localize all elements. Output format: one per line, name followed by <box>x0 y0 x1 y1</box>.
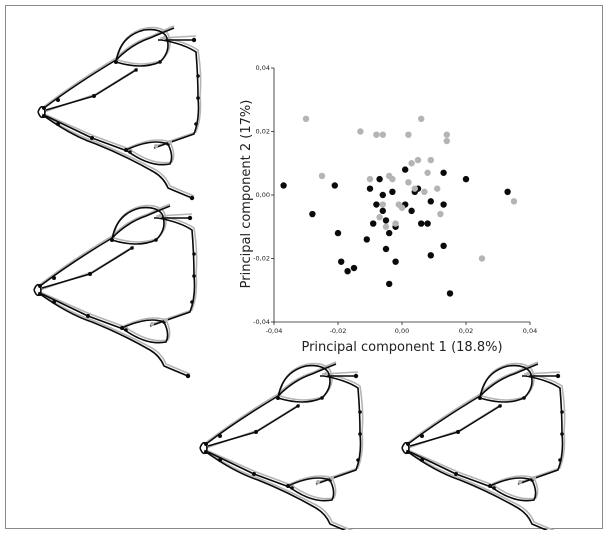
x-tick-label: -0,02 <box>330 327 347 335</box>
data-points <box>280 116 517 297</box>
y-tick-label: -0,02 <box>253 255 270 263</box>
data-point-series-1 <box>392 258 398 264</box>
data-point-series-1 <box>364 236 370 242</box>
data-point-series-2 <box>373 131 379 137</box>
data-point-series-2 <box>428 157 434 163</box>
data-point-series-1 <box>309 211 315 217</box>
data-point-series-2 <box>405 131 411 137</box>
data-point-series-1 <box>386 281 392 287</box>
data-point-series-2 <box>319 173 325 179</box>
data-point-series-1 <box>389 189 395 195</box>
data-point-series-1 <box>408 208 414 214</box>
data-point-series-2 <box>434 185 440 191</box>
data-point-series-1 <box>332 182 338 188</box>
data-point-series-2 <box>357 128 363 134</box>
shape-outline-top-left <box>38 26 201 200</box>
data-point-series-1 <box>463 176 469 182</box>
data-point-series-1 <box>386 230 392 236</box>
data-point-series-2 <box>412 185 418 191</box>
data-point-series-1 <box>440 243 446 249</box>
y-tick-label: 0,02 <box>256 128 270 136</box>
figure-frame: -0,04 -0,02 0,00 0,02 0,04 -0,04 -0,02 0,00 0,0… <box>5 5 603 529</box>
data-point-series-2 <box>418 116 424 122</box>
x-axis-label: Principal component 1 (18.8%) <box>301 340 502 355</box>
data-point-series-1 <box>338 258 344 264</box>
y-tick-label: -0,04 <box>253 318 270 326</box>
data-point-series-2 <box>405 179 411 185</box>
data-point-series-1 <box>335 230 341 236</box>
y-axis-label: Principal component 2 (17%) <box>239 100 254 289</box>
data-point-series-2 <box>479 255 485 261</box>
data-point-series-1 <box>504 189 510 195</box>
figure-canvas: -0,04 -0,02 0,00 0,02 0,04 -0,04 -0,02 0,00 0,0… <box>6 6 604 530</box>
x-tick-label: 0,04 <box>523 327 537 335</box>
data-point-series-2 <box>444 131 450 137</box>
data-point-series-2 <box>421 189 427 195</box>
data-point-series-1 <box>383 246 389 252</box>
data-point-series-2 <box>444 138 450 144</box>
x-ticks: -0,04 -0,02 0,00 0,02 0,04 <box>266 322 538 335</box>
data-point-series-2 <box>408 160 414 166</box>
data-point-series-2 <box>396 201 402 207</box>
data-point-series-2 <box>376 214 382 220</box>
data-point-series-1 <box>447 290 453 296</box>
data-point-series-1 <box>380 192 386 198</box>
shape-outline-bottom-right <box>402 362 565 530</box>
data-point-series-1 <box>380 208 386 214</box>
pca-scatter-chart: -0,04 -0,02 0,00 0,02 0,04 -0,04 -0,02 0,00 0,0… <box>239 64 537 355</box>
data-point-series-1 <box>373 201 379 207</box>
data-point-series-2 <box>415 157 421 163</box>
data-point-series-1 <box>428 252 434 258</box>
data-point-series-1 <box>424 220 430 226</box>
y-ticks: -0,04 -0,02 0,00 0,02 0,04 <box>253 64 274 326</box>
data-point-series-2 <box>511 198 517 204</box>
x-tick-label: 0,00 <box>395 327 409 335</box>
y-tick-label: 0,00 <box>256 191 270 199</box>
data-point-series-1 <box>344 268 350 274</box>
data-point-series-2 <box>389 176 395 182</box>
data-point-series-1 <box>418 220 424 226</box>
x-tick-label: 0,02 <box>459 327 473 335</box>
data-point-series-2 <box>367 176 373 182</box>
data-point-series-1 <box>402 166 408 172</box>
data-point-series-1 <box>367 185 373 191</box>
data-point-series-2 <box>303 116 309 122</box>
data-point-series-2 <box>437 211 443 217</box>
shape-outline-mid-left <box>34 204 197 378</box>
data-point-series-1 <box>440 201 446 207</box>
data-point-series-1 <box>428 198 434 204</box>
data-point-series-1 <box>376 176 382 182</box>
shape-outline-bottom-center <box>200 362 363 530</box>
data-point-series-2 <box>383 224 389 230</box>
data-point-series-2 <box>380 131 386 137</box>
data-point-series-1 <box>351 265 357 271</box>
data-point-series-1 <box>370 220 376 226</box>
x-tick-label: -0,04 <box>266 327 283 335</box>
data-point-series-1 <box>280 182 286 188</box>
data-point-series-2 <box>424 170 430 176</box>
data-point-series-1 <box>383 217 389 223</box>
data-point-series-1 <box>440 170 446 176</box>
data-point-series-2 <box>380 201 386 207</box>
data-point-series-2 <box>392 220 398 226</box>
y-tick-label: 0,04 <box>256 64 270 72</box>
